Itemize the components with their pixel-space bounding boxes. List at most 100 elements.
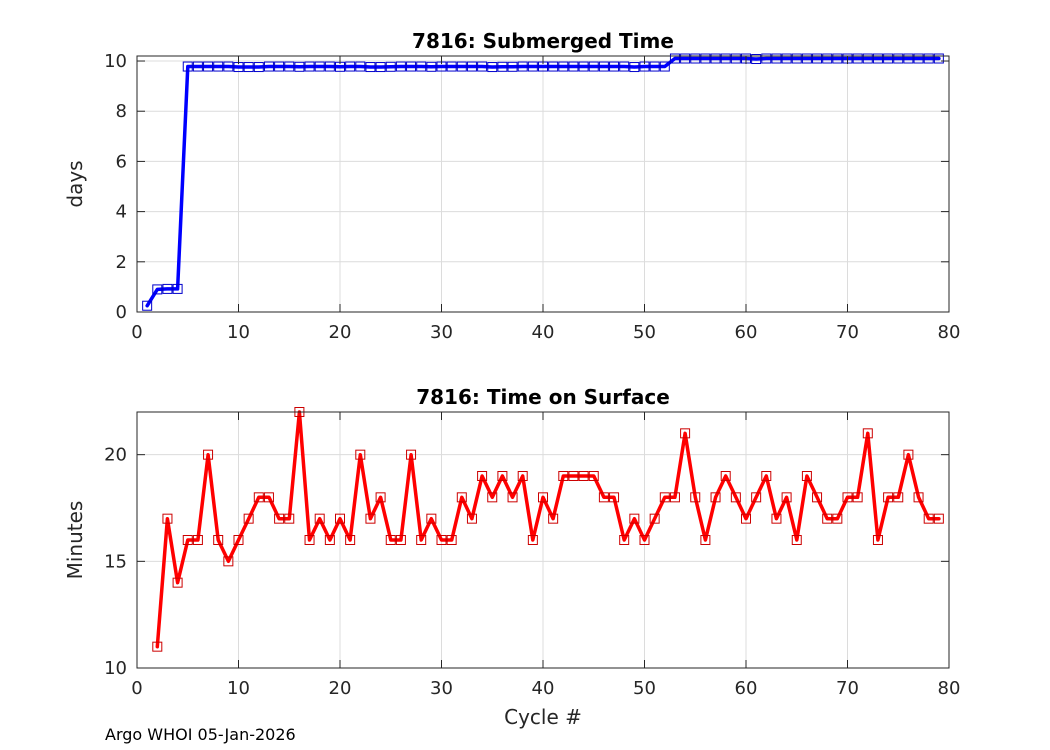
data-point: [233, 535, 244, 545]
data-point: [416, 535, 427, 545]
data-point: [517, 471, 528, 481]
x-tick-label: 20: [329, 322, 352, 343]
y-tick-label: 0: [116, 302, 127, 323]
x-tick-label: 30: [430, 322, 453, 343]
data-point: [152, 284, 163, 295]
series-line: [145, 56, 941, 308]
data-point: [385, 535, 396, 545]
data-point: [862, 428, 873, 439]
data-point: [598, 61, 609, 72]
series-line: [155, 410, 941, 649]
data-point: [406, 449, 417, 460]
data-point: [527, 535, 538, 545]
data-point: [548, 513, 559, 524]
data-point: [619, 61, 630, 72]
x-tick-label: 50: [633, 322, 656, 343]
data-point: [761, 471, 772, 481]
x-tick-label: 60: [735, 678, 758, 699]
data-point: [335, 513, 345, 524]
data-point: [507, 492, 518, 503]
data-point: [304, 535, 315, 545]
data-point: [324, 535, 335, 545]
data-point: [456, 61, 467, 72]
x-tick-label: 40: [532, 678, 555, 699]
data-point: [274, 61, 285, 72]
data-point: [578, 471, 589, 481]
data-point: [152, 641, 163, 652]
data-point: [771, 53, 782, 64]
y-axis-label: days: [63, 160, 87, 207]
data-point: [771, 513, 782, 524]
y-axis-label: Minutes: [63, 501, 87, 580]
data-point: [832, 513, 843, 524]
data-point: [883, 53, 894, 64]
data-point: [619, 535, 630, 545]
data-point: [345, 61, 356, 72]
data-point: [162, 513, 173, 524]
data-point: [629, 513, 640, 524]
data-point: [923, 513, 934, 524]
data-point: [791, 535, 802, 545]
data-point: [730, 492, 741, 503]
x-tick-label: 70: [836, 678, 859, 699]
data-point: [395, 61, 406, 72]
data-point: [162, 283, 173, 294]
data-point: [263, 492, 274, 503]
data-point: [669, 492, 680, 503]
data-point: [456, 492, 467, 503]
data-point: [801, 53, 812, 64]
y-tick-label: 2: [116, 252, 127, 273]
data-point: [446, 61, 457, 72]
data-point: [862, 53, 873, 64]
data-point: [832, 53, 843, 64]
data-point: [923, 53, 934, 64]
data-point: [314, 61, 325, 72]
data-point: [649, 513, 660, 524]
data-point: [781, 492, 792, 503]
data-point: [355, 449, 366, 460]
data-point: [893, 492, 904, 503]
data-point: [304, 61, 315, 72]
x-tick-label: 50: [633, 678, 656, 699]
data-point: [243, 62, 254, 73]
y-tick-label: 20: [104, 445, 127, 466]
data-point: [913, 492, 924, 503]
data-point: [548, 61, 559, 72]
data-point: [690, 492, 701, 503]
data-point: [842, 492, 853, 503]
x-tick-label: 70: [836, 322, 859, 343]
data-point: [365, 62, 376, 73]
x-tick-label: 10: [227, 322, 250, 343]
y-tick-label: 10: [104, 658, 127, 679]
data-point: [172, 283, 183, 294]
data-point: [192, 535, 203, 545]
data-point: [933, 513, 944, 524]
data-point: [659, 492, 670, 503]
data-point: [263, 61, 274, 72]
data-point: [142, 300, 153, 311]
data-point: [497, 471, 508, 481]
data-point: [609, 492, 620, 503]
data-point: [812, 53, 823, 64]
data-point: [812, 492, 823, 503]
x-tick-label: 0: [131, 678, 142, 699]
data-point: [598, 492, 609, 503]
data-point: [700, 53, 711, 64]
data-point: [416, 61, 427, 72]
data-point: [406, 61, 417, 72]
data-point: [538, 492, 548, 503]
data-point: [213, 61, 224, 72]
data-point: [203, 61, 214, 72]
data-point: [761, 53, 772, 64]
data-point: [639, 535, 650, 545]
data-point: [852, 492, 863, 503]
data-point: [781, 53, 792, 64]
data-point: [253, 492, 264, 503]
data-point: [690, 53, 701, 64]
data-point: [497, 61, 508, 72]
data-point: [903, 449, 914, 460]
data-point: [253, 62, 264, 73]
data-point: [710, 492, 721, 503]
data-point: [294, 61, 305, 72]
